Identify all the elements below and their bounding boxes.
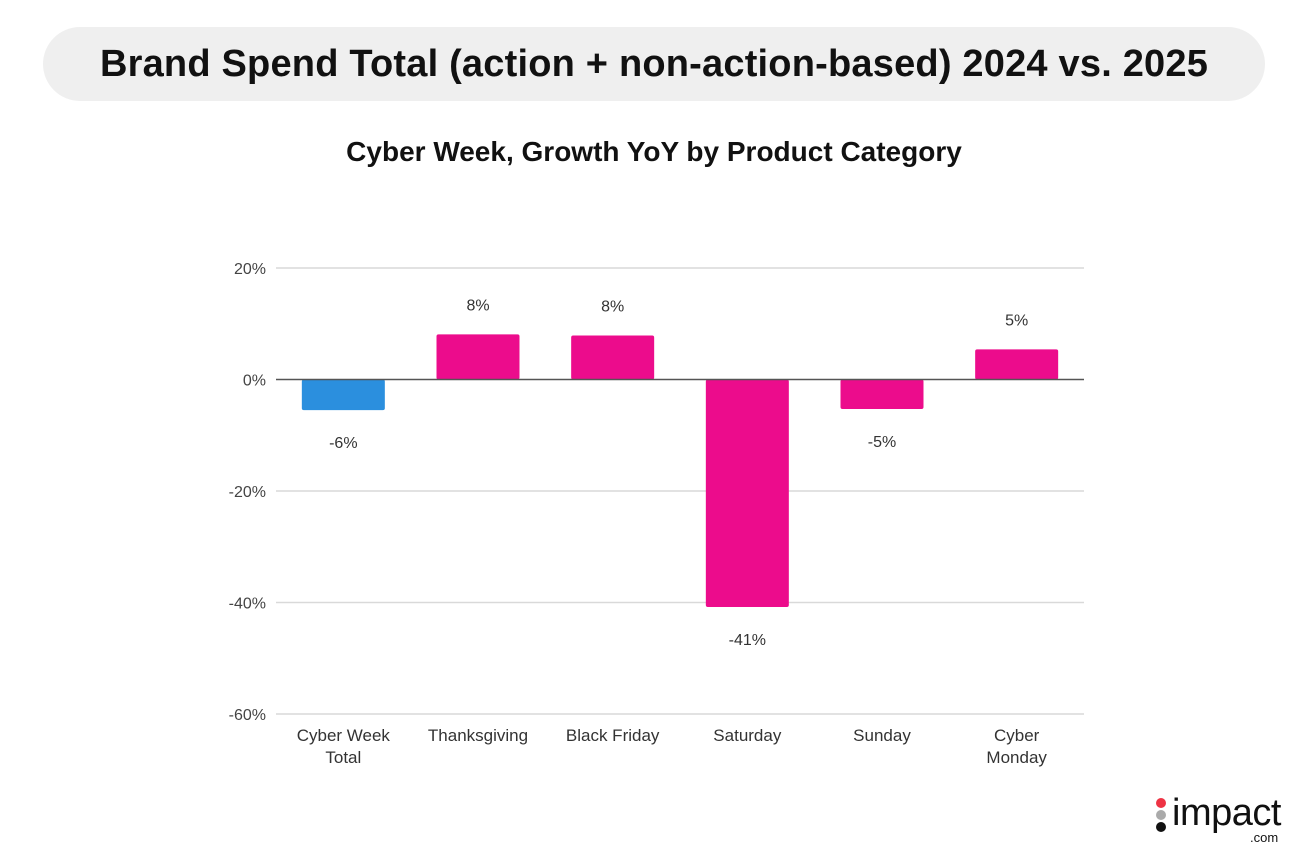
x-tick-label: Total: [325, 748, 361, 767]
chart-title: Cyber Week, Growth YoY by Product Catego…: [346, 136, 962, 167]
header-banner: Brand Spend Total (action + non-action-b…: [43, 27, 1265, 101]
bar: [301, 379, 385, 411]
x-tick-label: Black Friday: [566, 726, 660, 745]
data-label: -6%: [329, 435, 357, 452]
x-tick-label: Cyber: [994, 726, 1040, 745]
logo-dot-gray: [1156, 810, 1166, 820]
data-label: 5%: [1005, 312, 1028, 329]
x-tick-label: Saturday: [713, 726, 782, 745]
bar: [975, 349, 1059, 380]
x-tick-label: Monday: [986, 748, 1047, 767]
logo-text: impact: [1172, 792, 1281, 834]
y-tick-label: -20%: [229, 484, 266, 501]
x-tick-label: Cyber Week: [297, 726, 391, 745]
bar: [436, 334, 520, 380]
bar: [705, 379, 789, 607]
logo-dot-red: [1156, 798, 1166, 808]
y-tick-label: 0%: [243, 373, 266, 390]
data-label: 8%: [601, 298, 624, 315]
y-tick-label: -40%: [229, 596, 266, 613]
logo-dot-black: [1156, 822, 1166, 832]
impact-logo: impact .com: [1154, 792, 1284, 846]
logo-suffix: .com: [1250, 830, 1279, 845]
header-title: Brand Spend Total (action + non-action-b…: [99, 42, 1209, 85]
data-label: 8%: [466, 297, 489, 314]
x-tick-label: Thanksgiving: [428, 726, 528, 745]
bar: [840, 379, 924, 410]
y-tick-label: 20%: [234, 261, 266, 278]
data-label: -41%: [729, 632, 766, 649]
x-tick-label: Sunday: [853, 726, 911, 745]
bar: [571, 335, 655, 380]
y-tick-label: -60%: [229, 707, 266, 724]
data-label: -5%: [868, 434, 896, 451]
